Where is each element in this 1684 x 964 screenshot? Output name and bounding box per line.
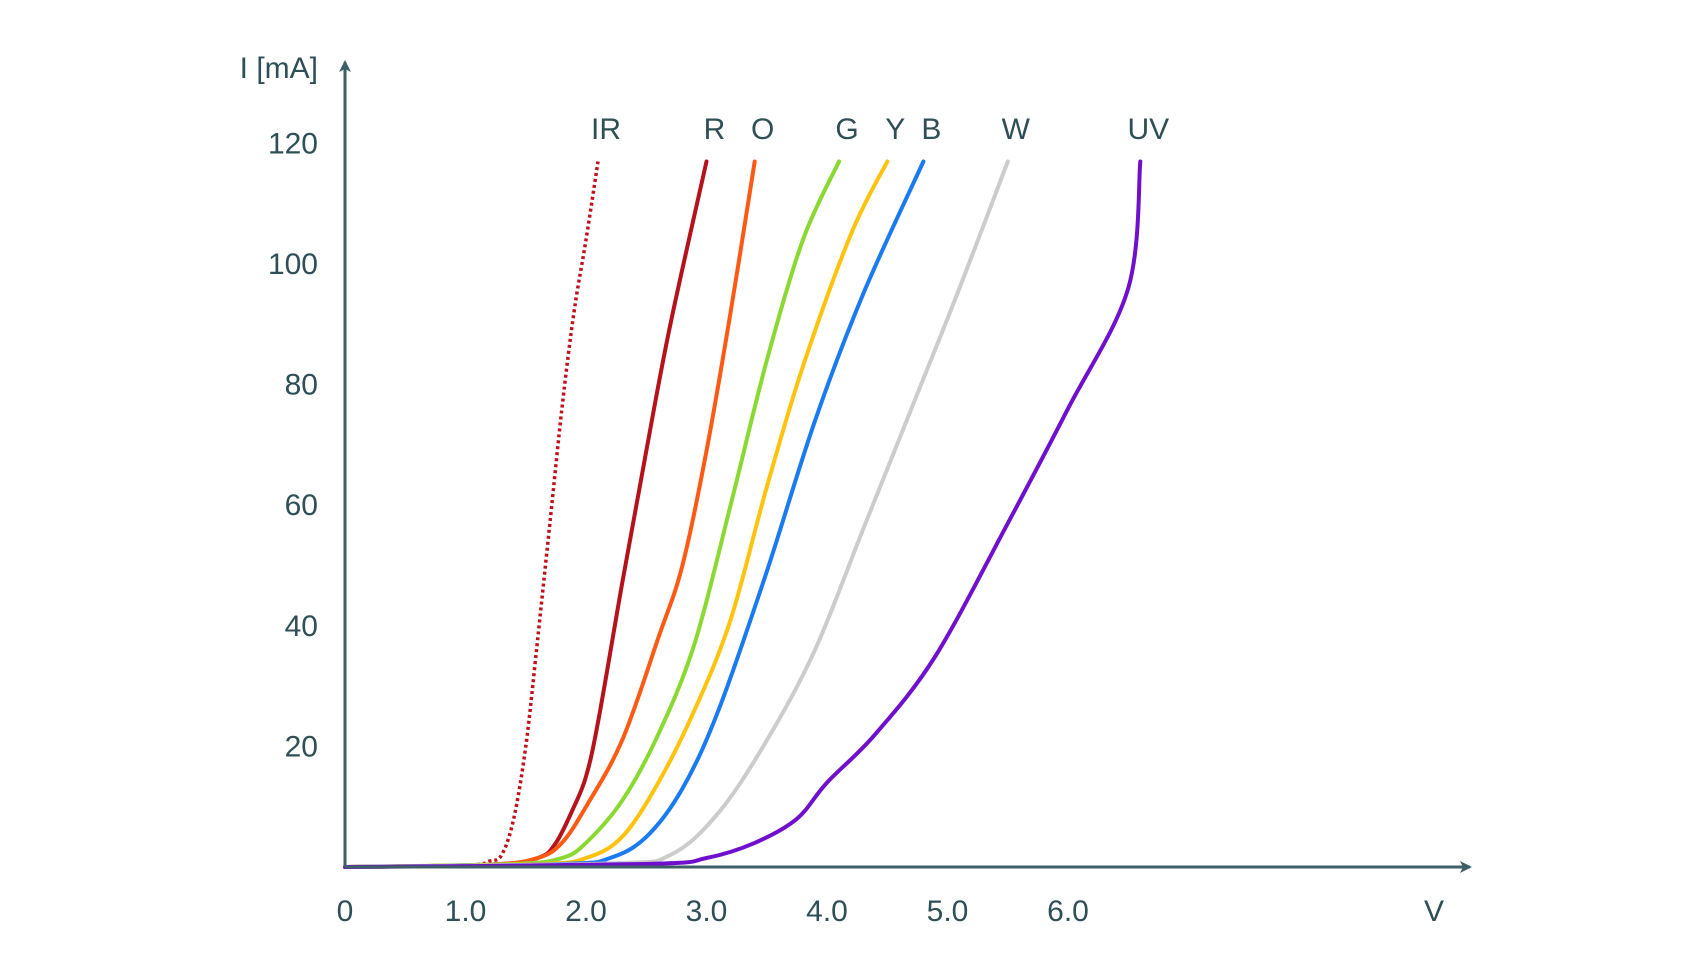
- x-tick-label: 3.0: [686, 895, 728, 928]
- y-tick-label: 80: [285, 369, 318, 402]
- series-labels: IR R O G Y B W UV: [591, 113, 1169, 146]
- series-layer: [343, 159, 1143, 869]
- series-label-uv: UV: [1127, 113, 1169, 146]
- series-line-g: [343, 159, 841, 869]
- series-line-ir: [344, 161, 600, 869]
- series-label-o: O: [751, 113, 774, 146]
- series-line-w: [343, 159, 1010, 869]
- series-label-w: W: [1002, 113, 1031, 146]
- series-line-y: [343, 159, 890, 869]
- x-tick-labels: 0 1.0 2.0 3.0 4.0 5.0 6.0: [337, 895, 1089, 928]
- x-tick-label: 2.0: [565, 895, 607, 928]
- y-tick-label: 120: [268, 127, 318, 160]
- x-tick-label: 6.0: [1047, 895, 1089, 928]
- y-tick-label: 100: [268, 248, 318, 281]
- x-axis-label: V: [1424, 895, 1444, 928]
- series-line-r: [343, 159, 709, 869]
- y-axis-label: I [mA]: [240, 52, 318, 85]
- series-label-r: R: [704, 113, 726, 146]
- series-label-ir: IR: [591, 113, 621, 146]
- series-label-b: B: [921, 113, 941, 146]
- x-tick-label: 0: [337, 895, 354, 928]
- series-label-y: Y: [885, 113, 905, 146]
- x-tick-label: 1.0: [445, 895, 487, 928]
- series-label-g: G: [835, 113, 858, 146]
- x-tick-label: 4.0: [806, 895, 848, 928]
- y-tick-label: 20: [285, 730, 318, 763]
- y-tick-label: 40: [285, 610, 318, 643]
- y-tick-labels: 20 40 60 80 100 120: [268, 127, 318, 763]
- x-tick-label: 5.0: [927, 895, 969, 928]
- series-line-uv: [343, 159, 1143, 869]
- y-tick-label: 60: [285, 489, 318, 522]
